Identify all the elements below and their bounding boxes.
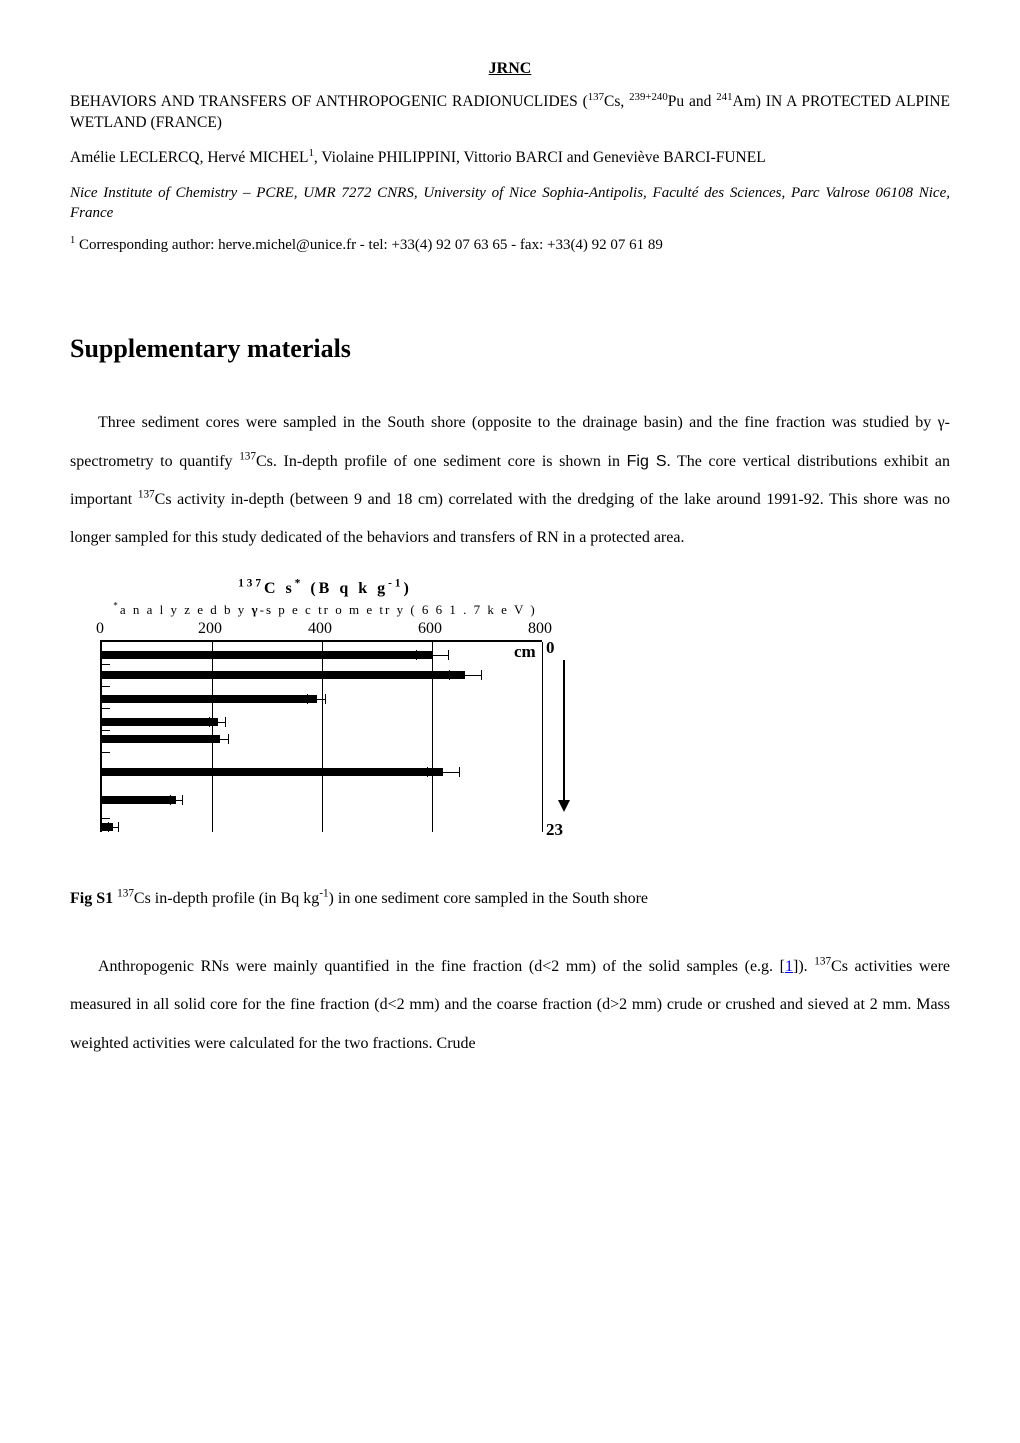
chart-title-sup: 137	[238, 578, 264, 590]
data-bar	[102, 671, 465, 679]
error-bar	[212, 739, 229, 740]
error-cap	[228, 734, 229, 744]
title-nuclide-1: 137	[588, 91, 604, 103]
error-cap	[225, 717, 226, 727]
authors-line: Amélie LECLERCQ, Hervé MICHEL1, Violaine…	[70, 148, 950, 169]
y-stub	[102, 730, 110, 731]
title-nuclide-2: 239+240	[629, 91, 668, 103]
chart-subtitle: *a n a l y z e d b y γ-s p e c tr o m e …	[70, 602, 580, 618]
paper-title: BEHAVIORS AND TRANSFERS OF ANTHROPOGENIC…	[70, 92, 950, 134]
depth-arrow-head	[558, 800, 570, 812]
error-cap	[170, 795, 171, 805]
data-bar	[102, 796, 176, 804]
nuclide-sup: 137	[239, 450, 256, 462]
error-cap	[307, 694, 308, 704]
error-bar	[449, 675, 482, 676]
error-cap	[448, 650, 449, 660]
gridline	[542, 642, 543, 832]
title-text: Cs,	[604, 93, 629, 110]
y-stub	[102, 818, 110, 819]
journal-name: JRNC	[70, 60, 950, 78]
chart-title-main: C s	[264, 580, 295, 597]
depth-arrow	[563, 660, 565, 802]
chart-subtitle-text: a n a l y z e d b y	[120, 602, 252, 617]
chart-title-exp: -1	[388, 578, 403, 590]
data-bar	[102, 768, 443, 776]
plot-area	[100, 640, 542, 832]
nuclide-sup: 137	[117, 888, 134, 900]
title-text: BEHAVIORS AND TRANSFERS OF ANTHROPOGENIC…	[70, 93, 588, 110]
error-bar	[427, 772, 460, 773]
citation-link[interactable]: 1	[785, 958, 793, 975]
affiliation: Nice Institute of Chemistry – PCRE, UMR …	[70, 183, 950, 224]
y-stub	[102, 686, 110, 687]
data-bar	[102, 651, 432, 659]
nuclide-sup: 137	[138, 489, 155, 501]
x-tick-label: 400	[308, 620, 332, 638]
error-cap	[427, 767, 428, 777]
para-text: Anthropogenic RNs were mainly quantified…	[98, 958, 785, 975]
fig-ref: Fig S	[627, 453, 667, 470]
paragraph-2: Anthropogenic RNs were mainly quantified…	[70, 948, 950, 1063]
error-bar	[416, 655, 449, 656]
x-tick-label: 0	[96, 620, 104, 638]
x-tick-label: 600	[418, 620, 442, 638]
title-nuclide-3: 241	[716, 91, 732, 103]
error-cap	[182, 795, 183, 805]
depth-bottom-value: 23	[546, 820, 563, 840]
authors-text: Amélie LECLERCQ, Hervé MICHEL	[70, 149, 308, 166]
error-cap	[212, 734, 213, 744]
chart-title-rest: (B q k g	[303, 580, 388, 597]
para-text: Cs. In-depth profile of one sediment cor…	[256, 453, 627, 470]
figure-caption: Fig S1 137Cs in-depth profile (in Bq kg-…	[70, 890, 950, 908]
y-stub	[102, 708, 110, 709]
error-cap	[325, 694, 326, 704]
chart-subtitle-text2: -s p e c tr o m e tr y ( 6 6 1 . 7 k e V…	[260, 602, 537, 617]
title-text: Pu and	[668, 93, 716, 110]
corresponding-text: Corresponding author: herve.michel@unice…	[75, 237, 663, 253]
error-cap	[481, 670, 482, 680]
data-bar	[102, 735, 220, 743]
error-cap	[118, 822, 119, 832]
y-stub	[102, 752, 110, 753]
caption-text: ) in one sediment core sampled in the So…	[329, 890, 648, 907]
caption-exp: -1	[319, 888, 328, 900]
error-bar	[307, 699, 327, 700]
chart-title-close: )	[403, 580, 411, 597]
caption-text: Cs in-depth profile (in Bq kg	[134, 890, 319, 907]
error-bar	[108, 827, 119, 828]
error-bar	[209, 722, 226, 723]
depth-top-value: 0	[546, 638, 555, 658]
depth-axis-label: cm	[514, 642, 536, 662]
error-cap	[416, 650, 417, 660]
x-tick-label: 800	[528, 620, 552, 638]
error-bar	[170, 800, 183, 801]
error-cap	[209, 717, 210, 727]
y-stub	[102, 664, 110, 665]
chart-title: 137C s* (B q k g-1)	[70, 580, 580, 598]
x-tick-label: 200	[198, 620, 222, 638]
corresponding-author: 1 Corresponding author: herve.michel@uni…	[70, 237, 950, 254]
paragraph-1: Three sediment cores were sampled in the…	[70, 404, 950, 558]
authors-text: , Violaine PHILIPPINI, Vittorio BARCI an…	[314, 149, 766, 166]
error-cap	[108, 822, 109, 832]
error-cap	[459, 767, 460, 777]
cs-depth-chart: 137C s* (B q k g-1) *a n a l y z e d b y…	[70, 580, 580, 850]
nuclide-sup: 137	[814, 956, 831, 968]
data-bar	[102, 718, 218, 726]
section-heading: Supplementary materials	[70, 334, 950, 364]
para-text: Cs activity in-depth (between 9 and 18 c…	[70, 491, 950, 546]
error-cap	[449, 670, 450, 680]
caption-label: Fig S1	[70, 890, 117, 907]
para-text: ]).	[793, 958, 814, 975]
gamma-symbol: γ	[252, 602, 260, 617]
data-bar	[102, 695, 317, 703]
figure-s1: 137C s* (B q k g-1) *a n a l y z e d b y…	[70, 580, 950, 850]
